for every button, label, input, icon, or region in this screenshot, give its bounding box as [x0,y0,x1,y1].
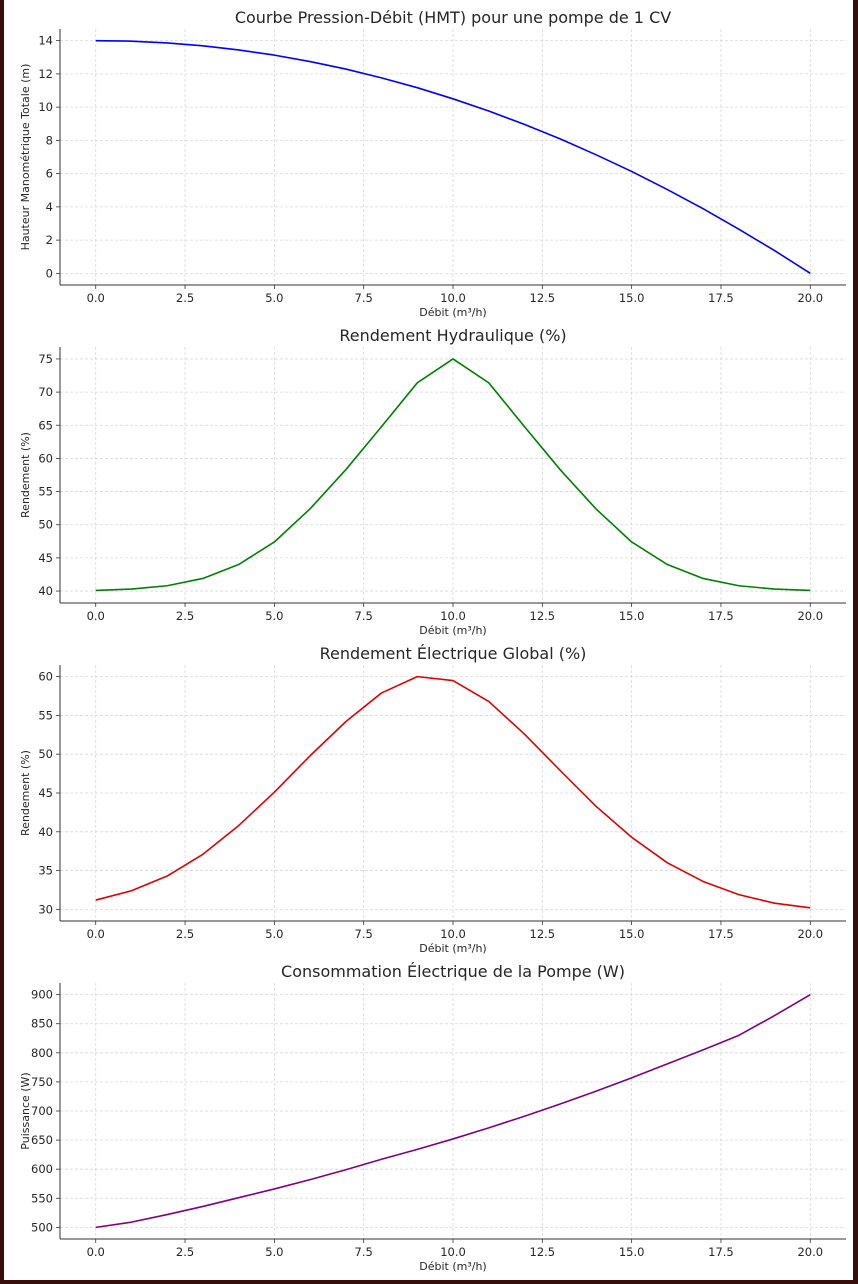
chart-title: Consommation Électrique de la Pompe (W) [281,962,625,981]
chart-title: Rendement Hydraulique (%) [339,326,566,345]
y-axis-label: Hauteur Manométrique Totale (m) [19,64,32,251]
x-tick-label: 12.5 [530,927,556,941]
y-tick-label: 75 [38,352,53,366]
figure: 0.0 2.5 5.0 7.5 10.0 12.5 15.0 17.5 20.0 0 2 4 6 8 10 1… [4,0,853,1280]
y-tick-label: 2 [46,233,53,247]
x-tick-label: 5.0 [265,1245,283,1259]
x-tick-label: 20.0 [797,291,823,305]
y-tick-label: 45 [38,551,53,565]
y-tick-label: 40 [38,825,53,839]
y-axis-label: Puissance (W) [19,1072,32,1149]
y-tick-label: 60 [38,670,53,684]
series-line [95,39,811,275]
y-tick-label: 550 [31,1191,53,1205]
y-axis-label: Rendement (%) [19,750,32,836]
y-tick-label: 500 [31,1220,53,1234]
y-tick-label: 600 [31,1162,53,1176]
series-line [95,675,811,909]
y-tick-label: 60 [38,451,53,465]
y-tick-label: 35 [38,864,53,878]
x-tick-label: 15.0 [619,609,645,623]
x-axis-label: Débit (m³/h) [419,306,486,319]
x-tick-label: 10.0 [440,1245,466,1259]
x-tick-label: 5.0 [265,291,283,305]
y-tick-label: 50 [38,747,53,761]
x-tick-label: 2.5 [176,1245,194,1259]
x-tick-label: 0.0 [87,927,105,941]
x-tick-label: 20.0 [797,609,823,623]
y-tick-label: 700 [31,1104,53,1118]
chart-panel-1: 0.0 2.5 5.0 7.5 10.0 12.5 15.0 17.5 20.0 0 2 4 6 8 10 1… [19,8,846,319]
x-tick-label: 17.5 [708,291,734,305]
x-tick-label: 17.5 [708,609,734,623]
y-tick-label: 40 [38,584,53,598]
chart-panel-2: 0.0 2.5 5.0 7.5 10.0 12.5 15.0 17.5 20.0 40 45 50 55… [19,326,846,637]
x-tick-label: 17.5 [708,1245,734,1259]
chart-panel-3: 0.0 2.5 5.0 7.5 10.0 12.5 15.0 17.5 20.0 30 35 40 45… [19,644,846,955]
x-tick-label: 0.0 [87,1245,105,1259]
x-tick-label: 15.0 [619,1245,645,1259]
x-tick-label: 7.5 [355,1245,373,1259]
y-tick-label: 650 [31,1133,53,1147]
x-tick-label: 7.5 [355,927,373,941]
y-tick-label: 10 [38,100,53,114]
series-line [95,993,811,1229]
x-tick-label: 2.5 [176,291,194,305]
x-tick-label: 2.5 [176,609,194,623]
y-axis-label: Rendement (%) [19,432,32,518]
y-tick-label: 65 [38,418,53,432]
y-tick-label: 50 [38,518,53,532]
x-axis-label: Débit (m³/h) [419,1260,486,1273]
x-tick-label: 20.0 [797,927,823,941]
x-tick-label: 0.0 [87,291,105,305]
x-tick-label: 5.0 [265,609,283,623]
y-tick-label: 0 [46,266,53,280]
y-tick-label: 70 [38,385,53,399]
chart-panel-4: 0.0 2.5 5.0 7.5 10.0 12.5 15.0 17.5 20.0 500 550 60… [19,962,846,1273]
x-tick-label: 15.0 [619,291,645,305]
y-tick-label: 900 [31,988,53,1002]
y-tick-label: 4 [46,200,53,214]
y-tick-label: 55 [38,485,53,499]
y-tick-label: 45 [38,786,53,800]
y-tick-label: 6 [46,167,53,181]
x-tick-label: 7.5 [355,291,373,305]
y-tick-label: 8 [46,133,53,147]
y-tick-label: 850 [31,1017,53,1031]
x-axis-label: Débit (m³/h) [419,624,486,637]
y-tick-label: 750 [31,1075,53,1089]
x-tick-label: 12.5 [530,1245,556,1259]
x-tick-label: 17.5 [708,927,734,941]
chart-title: Courbe Pression-Débit (HMT) pour une pom… [235,8,671,27]
x-axis-label: Débit (m³/h) [419,942,486,955]
y-tick-label: 14 [38,34,53,48]
x-tick-label: 0.0 [87,609,105,623]
y-tick-label: 800 [31,1046,53,1060]
x-tick-label: 15.0 [619,927,645,941]
figure-canvas: 0.0 2.5 5.0 7.5 10.0 12.5 15.0 17.5 20.0 0 2 4 6 8 10 1… [19,8,846,1273]
y-tick-label: 30 [38,902,53,916]
y-tick-label: 55 [38,708,53,722]
x-tick-label: 12.5 [530,609,556,623]
chart-title: Rendement Électrique Global (%) [320,644,587,663]
x-tick-label: 5.0 [265,927,283,941]
x-tick-label: 10.0 [440,609,466,623]
x-tick-label: 10.0 [440,291,466,305]
x-tick-label: 10.0 [440,927,466,941]
x-tick-label: 7.5 [355,609,373,623]
series-line [95,358,811,592]
x-tick-label: 12.5 [530,291,556,305]
y-tick-label: 12 [38,67,53,81]
x-tick-label: 2.5 [176,927,194,941]
x-tick-label: 20.0 [797,1245,823,1259]
